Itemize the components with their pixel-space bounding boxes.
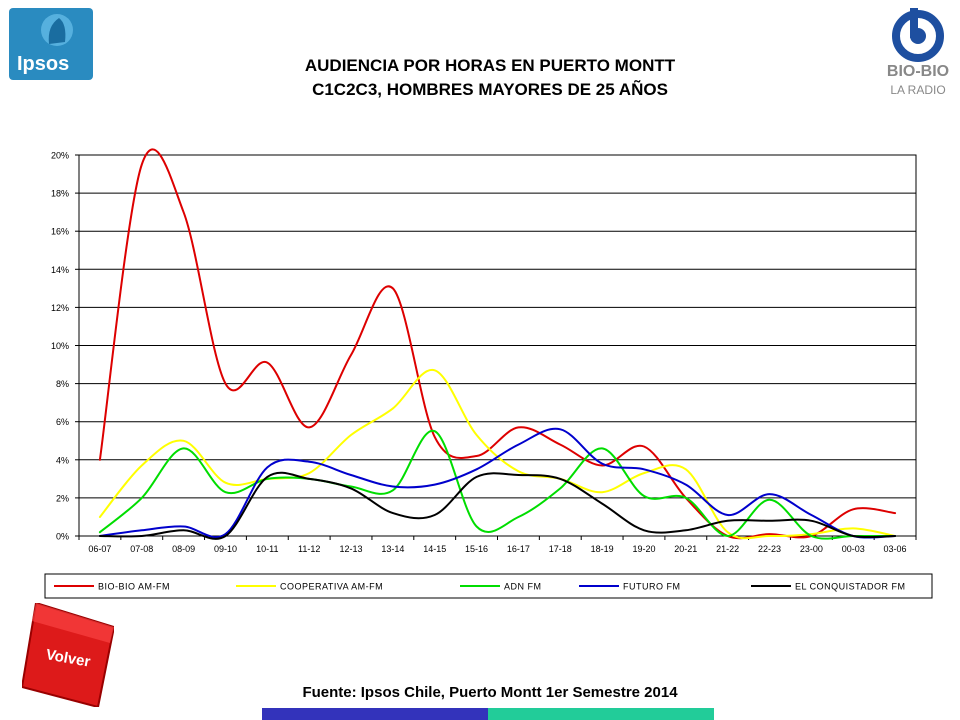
x-tick-label: 12-13 — [340, 544, 363, 554]
x-tick-label: 22-23 — [758, 544, 781, 554]
x-tick-label: 03-06 — [884, 544, 907, 554]
footer-bar-blue — [262, 708, 488, 720]
y-tick-label: 20% — [51, 151, 69, 161]
series-line-el-conquistador-fm — [98, 471, 897, 540]
y-tick-label: 2% — [56, 493, 69, 503]
y-tick-label: 6% — [56, 417, 69, 427]
y-tick-label: 8% — [56, 379, 69, 389]
x-tick-label: 13-14 — [381, 544, 404, 554]
legend-label-adn-fm: ADN FM — [504, 582, 542, 592]
x-tick-label: 10-11 — [256, 544, 278, 554]
y-tick-label: 18% — [51, 189, 69, 199]
x-tick-label: 20-21 — [674, 544, 697, 554]
source-note: Fuente: Ipsos Chile, Puerto Montt 1er Se… — [302, 684, 678, 701]
biobio-logo: BIO-BIO LA RADIO — [887, 8, 949, 97]
biobio-logo-subtext: LA RADIO — [890, 83, 945, 97]
legend-label-cooperativa-am-fm: COOPERATIVA AM-FM — [280, 582, 383, 592]
series-line-cooperativa-am-fm — [98, 369, 897, 540]
footer-bar-teal — [488, 708, 714, 720]
y-tick-label: 4% — [56, 455, 69, 465]
y-tick-label: 10% — [51, 341, 69, 351]
title-line-2: C1C2C3, HOMBRES MAYORES DE 25 AÑOS — [312, 80, 668, 99]
ipsos-logo-text: Ipsos — [17, 53, 69, 75]
series-line-futuro-fm — [98, 427, 897, 539]
x-tick-label: 19-20 — [632, 544, 655, 554]
x-tick-label: 16-17 — [507, 544, 530, 554]
x-tick-label: 00-03 — [842, 544, 865, 554]
ipsos-logo: Ipsos — [9, 8, 93, 80]
y-tick-label: 0% — [56, 532, 69, 542]
legend-label-el-conquistador-fm: EL CONQUISTADOR FM — [795, 582, 906, 592]
biobio-logo-text: BIO-BIO — [887, 63, 949, 80]
x-tick-label: 11-12 — [298, 544, 320, 554]
x-tick-label: 15-16 — [465, 544, 488, 554]
x-tick-label: 14-15 — [423, 544, 446, 554]
y-tick-label: 12% — [51, 303, 69, 313]
legend-label-bio-bio-am-fm: BIO-BIO AM-FM — [98, 582, 170, 592]
x-tick-label: 18-19 — [591, 544, 614, 554]
x-tick-label: 06-07 — [88, 544, 111, 554]
x-tick-label: 21-22 — [716, 544, 739, 554]
x-tick-label: 09-10 — [214, 544, 237, 554]
x-tick-label: 08-09 — [172, 544, 195, 554]
series-line-adn-fm — [98, 430, 897, 540]
y-tick-label: 16% — [51, 227, 69, 237]
x-tick-label: 23-00 — [800, 544, 823, 554]
series-line-bio-bio-am-fm — [98, 148, 897, 540]
volver-button[interactable]: Volver — [22, 603, 114, 707]
x-tick-label: 17-18 — [549, 544, 572, 554]
legend-label-futuro-fm: FUTURO FM — [623, 582, 681, 592]
title-line-1: AUDIENCIA POR HORAS EN PUERTO MONTT — [304, 56, 676, 75]
page-title: AUDIENCIA POR HORAS EN PUERTO MONTT C1C2… — [200, 54, 780, 102]
x-tick-label: 07-08 — [130, 544, 153, 554]
y-tick-label: 14% — [51, 265, 69, 275]
